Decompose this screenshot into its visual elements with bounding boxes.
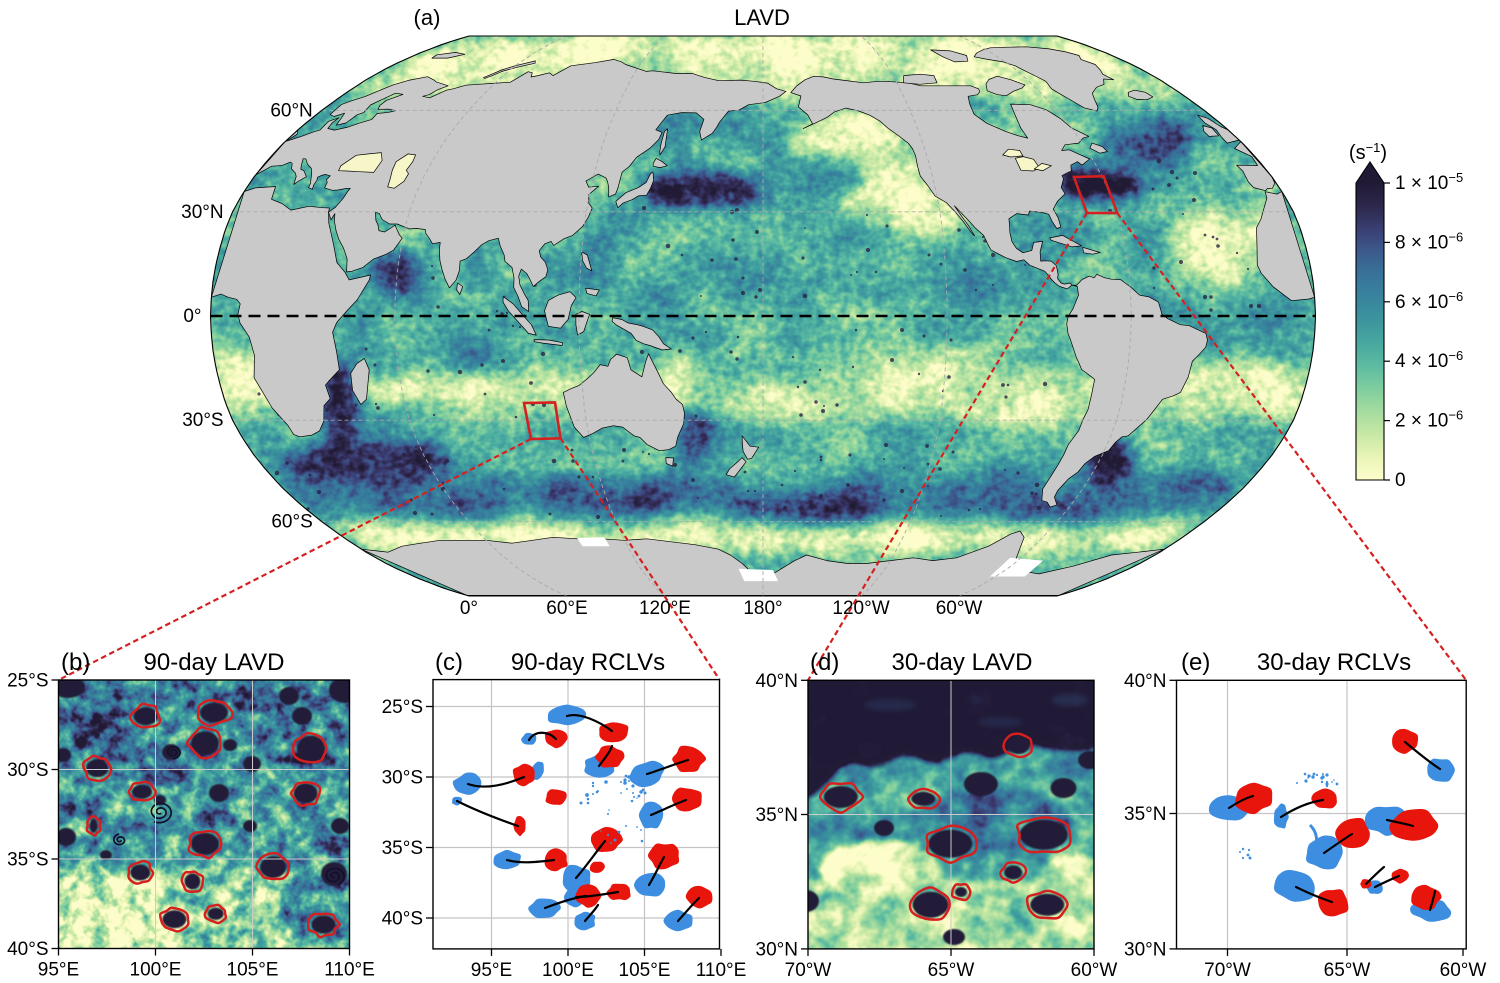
svg-text:60°N: 60°N xyxy=(270,100,312,121)
svg-text:30-day RCLVs: 30-day RCLVs xyxy=(1257,649,1411,676)
svg-text:0°: 0° xyxy=(183,306,201,327)
svg-text:95°E: 95°E xyxy=(471,960,512,981)
svg-text:35°N: 35°N xyxy=(756,805,798,826)
svg-text:(b): (b) xyxy=(61,649,90,676)
svg-text:70°W: 70°W xyxy=(1204,960,1251,981)
svg-text:30°S: 30°S xyxy=(7,760,48,781)
svg-text:60°W: 60°W xyxy=(1071,960,1118,981)
svg-text:105°E: 105°E xyxy=(619,960,671,981)
svg-text:35°N: 35°N xyxy=(1124,804,1166,825)
svg-text:40°N: 40°N xyxy=(756,671,798,692)
svg-text:60°W: 60°W xyxy=(936,598,983,619)
svg-text:120°E: 120°E xyxy=(639,598,691,619)
svg-text:30°S: 30°S xyxy=(182,410,223,431)
svg-text:95°E: 95°E xyxy=(38,960,79,981)
svg-text:90-day LAVD: 90-day LAVD xyxy=(144,649,285,676)
svg-text:105°E: 105°E xyxy=(227,960,279,981)
svg-text:35°S: 35°S xyxy=(382,838,423,859)
svg-text:6 × 10−6: 6 × 10−6 xyxy=(1395,289,1463,313)
svg-text:40°S: 40°S xyxy=(382,909,423,930)
svg-text:2 × 10−6: 2 × 10−6 xyxy=(1395,408,1463,432)
svg-text:(a): (a) xyxy=(414,5,441,30)
svg-text:100°E: 100°E xyxy=(542,960,594,981)
svg-text:25°S: 25°S xyxy=(7,671,48,692)
svg-text:60°S: 60°S xyxy=(271,512,312,533)
svg-text:120°W: 120°W xyxy=(832,598,889,619)
svg-text:70°W: 70°W xyxy=(785,960,832,981)
svg-text:40°N: 40°N xyxy=(1124,671,1166,692)
svg-text:(c): (c) xyxy=(435,649,463,676)
svg-text:(d): (d) xyxy=(810,649,839,676)
svg-text:110°E: 110°E xyxy=(324,960,375,981)
svg-text:30°N: 30°N xyxy=(1124,939,1166,960)
svg-text:25°S: 25°S xyxy=(382,697,423,718)
svg-text:35°S: 35°S xyxy=(7,850,48,871)
svg-text:0: 0 xyxy=(1395,470,1406,491)
svg-text:90-day RCLVs: 90-day RCLVs xyxy=(511,649,665,676)
svg-text:60°W: 60°W xyxy=(1440,960,1487,981)
svg-text:180°: 180° xyxy=(743,598,782,619)
svg-text:100°E: 100°E xyxy=(130,960,182,981)
svg-text:65°W: 65°W xyxy=(928,960,975,981)
svg-text:LAVD: LAVD xyxy=(734,5,790,30)
svg-text:30°S: 30°S xyxy=(382,768,423,789)
svg-text:60°E: 60°E xyxy=(546,598,587,619)
svg-text:40°S: 40°S xyxy=(7,939,48,960)
svg-text:30-day LAVD: 30-day LAVD xyxy=(892,649,1033,676)
svg-text:(e): (e) xyxy=(1181,649,1210,676)
svg-text:30°N: 30°N xyxy=(181,202,223,223)
svg-text:30°N: 30°N xyxy=(756,939,798,960)
svg-text:110°E: 110°E xyxy=(696,960,747,981)
svg-text:0°: 0° xyxy=(460,598,478,619)
svg-text:65°W: 65°W xyxy=(1324,960,1371,981)
